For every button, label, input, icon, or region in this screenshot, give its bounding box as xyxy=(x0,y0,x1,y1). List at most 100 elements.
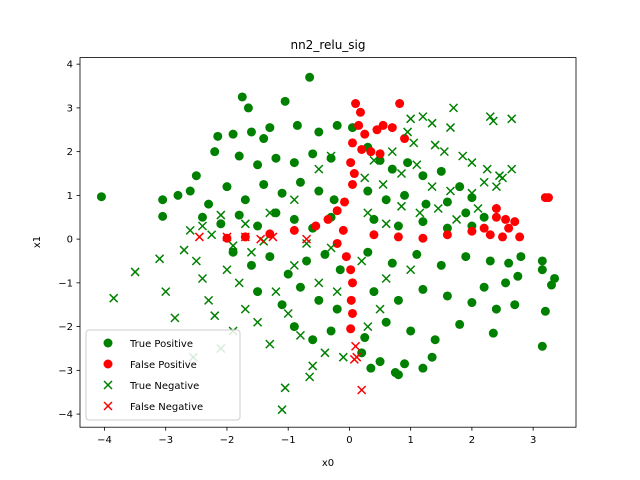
point-true-negative xyxy=(326,243,336,253)
point-true-negative xyxy=(207,230,217,240)
chart-title: nn2_relu_sig xyxy=(290,38,365,52)
point-true-negative xyxy=(234,278,244,288)
point-true-negative xyxy=(430,140,440,150)
point-false-positive xyxy=(442,230,452,240)
point-true-positive xyxy=(467,193,477,203)
point-true-negative xyxy=(375,304,385,314)
point-true-positive xyxy=(366,363,376,373)
point-false-positive xyxy=(332,206,342,216)
point-true-negative xyxy=(369,155,379,165)
point-true-positive xyxy=(332,304,342,314)
x-tick-label: −3 xyxy=(158,435,173,446)
point-true-positive xyxy=(381,317,391,327)
point-true-positive xyxy=(210,147,220,157)
point-true-positive xyxy=(280,96,290,106)
point-false-negative xyxy=(240,232,250,242)
point-true-negative xyxy=(314,164,324,174)
point-true-negative xyxy=(507,164,517,174)
point-true-negative xyxy=(360,173,370,183)
point-false-positive xyxy=(395,99,405,109)
plot-area xyxy=(79,57,577,428)
point-true-positive xyxy=(387,258,397,268)
point-true-negative xyxy=(485,112,495,122)
y-tick-label: 2 xyxy=(67,147,73,158)
point-false-positive xyxy=(418,233,428,243)
point-false-negative xyxy=(351,341,361,351)
point-false-positive xyxy=(369,230,379,240)
point-true-negative xyxy=(357,256,367,266)
point-true-negative xyxy=(308,361,318,371)
legend: True Positive False Positive True Negati… xyxy=(85,329,241,421)
point-false-negative xyxy=(222,232,232,242)
point-true-positive xyxy=(369,287,379,297)
point-true-negative xyxy=(305,372,315,382)
point-true-positive xyxy=(222,182,232,192)
point-false-positive xyxy=(501,214,511,224)
point-true-negative xyxy=(381,219,391,229)
point-true-positive xyxy=(363,247,373,257)
point-true-negative xyxy=(314,278,324,288)
point-false-positive xyxy=(323,214,333,224)
point-true-positive xyxy=(375,155,385,165)
point-true-positive xyxy=(436,260,446,270)
point-false-positive xyxy=(340,197,350,207)
point-true-negative xyxy=(403,127,413,137)
point-true-negative xyxy=(433,203,443,214)
point-true-negative xyxy=(415,208,425,218)
point-true-negative xyxy=(427,118,437,128)
point-true-positive xyxy=(335,265,345,275)
legend-marker-false-negative xyxy=(103,401,113,411)
point-true-negative xyxy=(320,348,330,358)
point-false-negative xyxy=(194,232,204,242)
point-true-negative xyxy=(155,254,165,264)
point-true-negative xyxy=(467,188,477,198)
point-true-positive xyxy=(510,300,520,310)
point-false-positive xyxy=(400,134,410,144)
legend-label-true-negative: True Negative xyxy=(129,381,199,392)
point-true-negative xyxy=(197,221,207,231)
point-true-positive xyxy=(467,298,477,308)
point-true-negative xyxy=(445,123,455,133)
point-false-positive xyxy=(387,123,397,133)
point-true-positive xyxy=(246,127,256,137)
point-true-positive xyxy=(479,212,489,222)
point-true-positive xyxy=(540,306,550,316)
point-true-positive xyxy=(329,195,339,205)
point-false-positive xyxy=(491,212,501,222)
point-true-positive xyxy=(305,72,315,82)
point-false-negative xyxy=(302,234,312,244)
point-true-negative xyxy=(265,208,275,218)
point-false-positive xyxy=(349,169,359,179)
point-true-positive xyxy=(308,149,318,159)
point-true-positive xyxy=(393,295,403,305)
point-true-positive xyxy=(461,252,471,262)
point-false-negative xyxy=(256,234,266,244)
point-false-negative xyxy=(268,232,278,242)
point-true-negative xyxy=(418,112,428,122)
point-true-negative xyxy=(109,293,119,303)
point-true-negative xyxy=(185,225,195,235)
point-true-positive xyxy=(191,171,201,181)
point-true-positive xyxy=(455,319,465,329)
point-false-negative xyxy=(349,354,359,364)
point-true-positive xyxy=(243,103,253,113)
point-true-positive xyxy=(271,208,281,218)
point-true-positive xyxy=(381,195,391,205)
point-false-positive xyxy=(341,252,351,262)
point-true-negative xyxy=(488,116,498,126)
point-true-negative xyxy=(449,103,459,113)
point-true-negative xyxy=(332,287,342,297)
point-true-positive xyxy=(418,284,428,294)
x-tick-label: 3 xyxy=(530,435,536,446)
point-true-positive xyxy=(289,322,299,332)
point-false-positive xyxy=(347,308,357,318)
point-false-positive xyxy=(393,232,403,242)
point-true-positive xyxy=(96,192,106,202)
point-true-negative xyxy=(289,195,299,205)
point-true-negative xyxy=(452,214,462,224)
point-true-positive xyxy=(516,252,526,262)
point-true-negative xyxy=(283,308,293,319)
y-tick-label: 3 xyxy=(67,103,73,114)
point-true-positive xyxy=(436,166,446,176)
